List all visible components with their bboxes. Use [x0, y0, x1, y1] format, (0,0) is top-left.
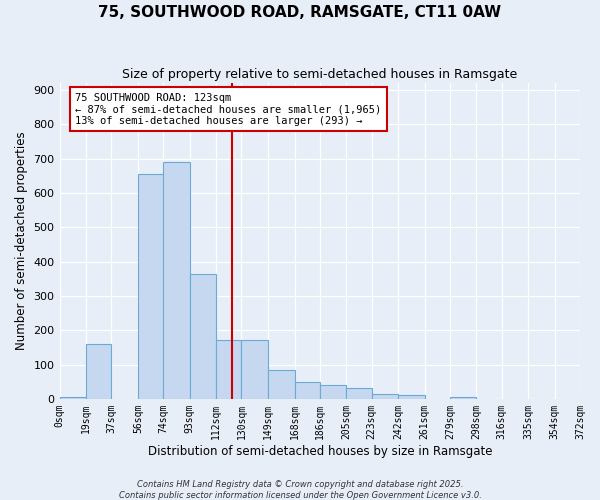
Bar: [295, 382, 320, 399]
Bar: [216, 340, 241, 399]
Title: Size of property relative to semi-detached houses in Ramsgate: Size of property relative to semi-detach…: [122, 68, 517, 80]
Bar: [59, 397, 86, 399]
Bar: [346, 388, 371, 399]
Bar: [450, 397, 476, 399]
Bar: [190, 274, 216, 399]
Text: 75, SOUTHWOOD ROAD, RAMSGATE, CT11 0AW: 75, SOUTHWOOD ROAD, RAMSGATE, CT11 0AW: [98, 5, 502, 20]
Bar: [86, 344, 112, 399]
Bar: [138, 174, 163, 399]
Bar: [320, 385, 346, 399]
Text: Contains HM Land Registry data © Crown copyright and database right 2025.
Contai: Contains HM Land Registry data © Crown c…: [119, 480, 481, 500]
Bar: [241, 340, 268, 399]
Bar: [268, 370, 295, 399]
Bar: [398, 394, 425, 399]
X-axis label: Distribution of semi-detached houses by size in Ramsgate: Distribution of semi-detached houses by …: [148, 444, 492, 458]
Bar: [163, 162, 190, 399]
Y-axis label: Number of semi-detached properties: Number of semi-detached properties: [15, 132, 28, 350]
Bar: [371, 394, 398, 399]
Text: 75 SOUTHWOOD ROAD: 123sqm
← 87% of semi-detached houses are smaller (1,965)
13% : 75 SOUTHWOOD ROAD: 123sqm ← 87% of semi-…: [75, 92, 382, 126]
